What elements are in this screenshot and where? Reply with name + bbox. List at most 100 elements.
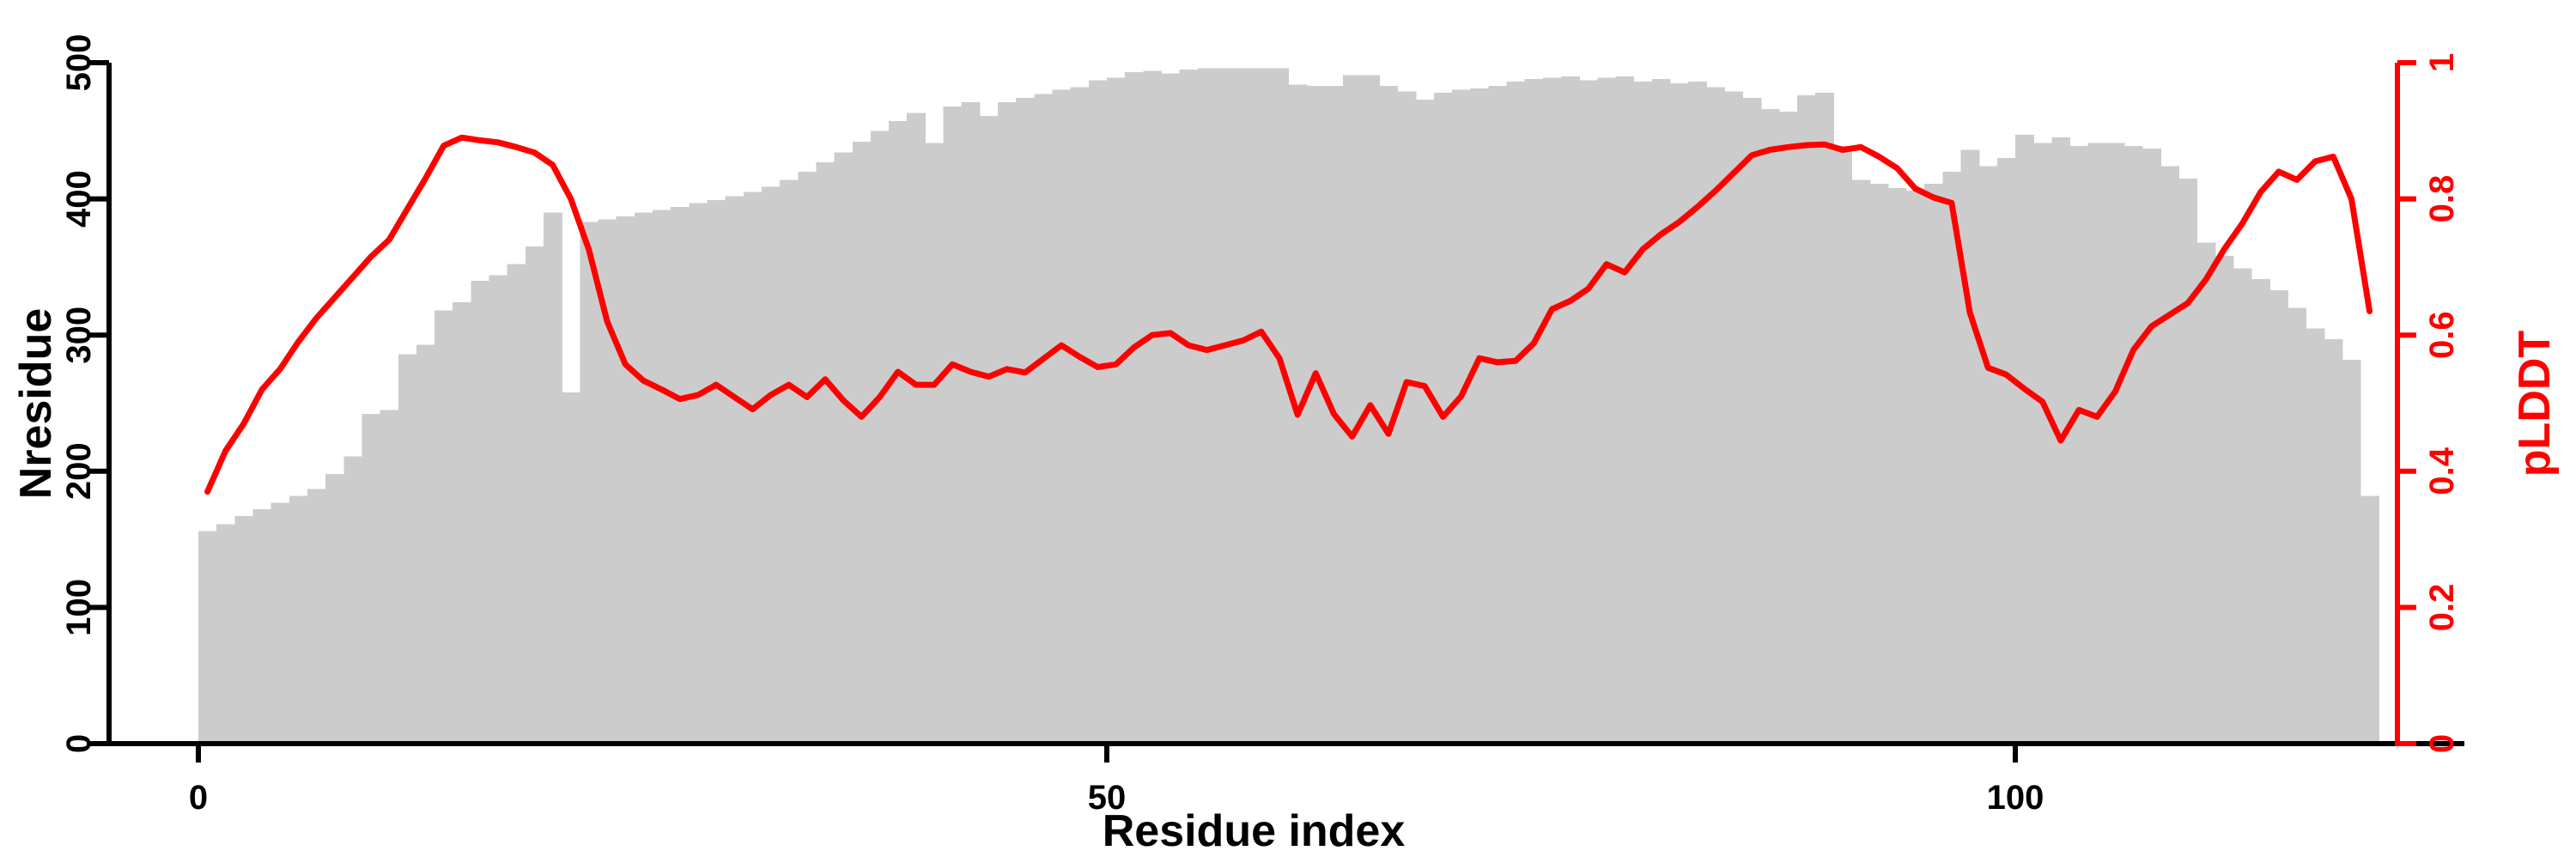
nresidue-bar xyxy=(761,186,781,744)
nresidue-bar xyxy=(416,344,435,744)
nresidue-bar xyxy=(2178,178,2198,744)
nresidue-bar xyxy=(1797,95,1816,744)
nresidue-bar xyxy=(653,210,671,744)
axes-layer: 0 100 200 300 400 500 0 0.2 0.4 0.6 0.8 1 0 50 100 xyxy=(60,34,2464,817)
nresidue-bar xyxy=(2087,143,2107,744)
nresidue-bar xyxy=(562,392,580,744)
nresidue-bar xyxy=(1833,145,1853,744)
nresidue-bar xyxy=(2160,166,2180,744)
nresidue-bar xyxy=(1597,77,1617,744)
nresidue-bar xyxy=(816,161,835,744)
nresidue-bar xyxy=(471,280,490,744)
right-axis-tick-label: 0 xyxy=(2423,734,2461,753)
nresidue-bar xyxy=(1415,99,1435,744)
nresidue-bar xyxy=(979,115,999,744)
x-axis-tick-label: 0 xyxy=(189,779,208,817)
nresidue-bar xyxy=(1306,85,1326,744)
right-axis-tick-label: 0.8 xyxy=(2423,175,2461,223)
nresidue-bar xyxy=(2196,242,2216,744)
nresidue-bar xyxy=(1542,77,1562,744)
nresidue-bar xyxy=(489,275,508,744)
nresidue-bar xyxy=(525,246,544,744)
nresidue-bar xyxy=(725,196,744,744)
nresidue-bar xyxy=(1615,76,1635,744)
nresidue-bar xyxy=(2324,338,2343,744)
nresidue-bar xyxy=(907,112,926,744)
nresidue-bar xyxy=(2287,307,2307,744)
nresidue-bar xyxy=(2342,359,2361,744)
nresidue-bar xyxy=(634,212,653,744)
nresidue-bar xyxy=(2215,256,2234,744)
plddt-line xyxy=(204,134,2373,495)
nresidue-bar xyxy=(1088,80,1108,744)
nresidue-bar xyxy=(2233,268,2252,744)
nresidue-bar xyxy=(1978,166,1998,744)
nresidue-bar xyxy=(361,414,381,744)
nresidue-bar xyxy=(1742,98,1762,744)
nresidue-bar xyxy=(1107,77,1126,744)
x-axis-tick-label: 100 xyxy=(1987,779,2044,817)
left-axis-tick-label: 400 xyxy=(60,170,98,228)
nresidue-bar xyxy=(1815,92,1834,744)
nresidue-bar xyxy=(343,456,363,744)
nresidue-bar xyxy=(1252,68,1272,744)
nresidue-bar xyxy=(1778,112,1798,744)
nresidue-bar xyxy=(798,171,817,744)
nresidue-bar xyxy=(580,222,599,744)
nresidue-bar xyxy=(2123,145,2143,744)
nresidue-bar xyxy=(1579,80,1598,744)
left-axis-tick-label: 0 xyxy=(60,734,98,753)
nresidue-bar xyxy=(1506,82,1526,744)
nresidue-bar xyxy=(1034,94,1054,744)
nresidue-bar xyxy=(234,516,254,744)
nresidue-bar xyxy=(1379,85,1399,744)
right-axis-tick-label: 0.4 xyxy=(2423,447,2461,495)
nresidue-bar xyxy=(998,101,1017,744)
nresidue-bar xyxy=(1488,85,1508,744)
left-axis-tick-label: 100 xyxy=(60,579,98,636)
nresidue-bar xyxy=(889,121,908,744)
nresidue-bar xyxy=(380,410,399,744)
nresidue-bar xyxy=(1452,89,1471,744)
nresidue-bar xyxy=(252,509,272,744)
nresidue-bar xyxy=(689,203,708,744)
nresidue-bar xyxy=(2105,143,2125,744)
nresidue-bar xyxy=(270,502,290,744)
nresidue-bar xyxy=(2360,495,2379,744)
nresidue-bar xyxy=(1942,171,1962,744)
nresidue-bar xyxy=(1851,179,1871,744)
y-axis-label-right: pLDDT xyxy=(2510,331,2560,477)
nresidue-bar xyxy=(1234,68,1253,744)
nresidue-bar xyxy=(671,207,690,744)
nresidue-bar xyxy=(598,219,617,744)
nresidue-bar xyxy=(289,495,308,744)
nresidue-bar xyxy=(1215,68,1235,744)
nresidue-bar xyxy=(1397,91,1417,744)
nresidue-bar xyxy=(707,200,726,744)
nresidue-bar xyxy=(1143,70,1163,744)
nresidue-bar xyxy=(1906,191,1925,744)
nresidue-bar xyxy=(743,191,762,744)
nresidue-bar xyxy=(1179,69,1199,744)
left-axis-tick-label: 200 xyxy=(60,442,98,500)
nresidue-bar xyxy=(507,264,526,744)
nresidue-bar xyxy=(1706,87,1726,744)
nresidue-bar xyxy=(925,143,945,744)
nresidue-bar xyxy=(1161,73,1181,744)
nresidue-bar xyxy=(616,216,635,744)
right-axis-tick-label: 0.2 xyxy=(2423,584,2461,632)
right-axis-tick-label: 1 xyxy=(2423,53,2461,72)
y-axis-label-left: Nresidue xyxy=(11,308,61,500)
nresidue-bar xyxy=(1633,82,1653,744)
nresidue-bar xyxy=(1669,82,1689,744)
nresidue-bar xyxy=(453,302,471,744)
x-axis-label: Residue index xyxy=(1103,806,1406,856)
nresidue-bar xyxy=(852,141,872,744)
nresidue-bar xyxy=(1524,79,1544,744)
nresidue-bar xyxy=(398,354,417,744)
nresidue-bar xyxy=(2015,135,2034,744)
nresidue-bar xyxy=(1760,108,1780,744)
nresidue-bar xyxy=(1125,72,1144,744)
